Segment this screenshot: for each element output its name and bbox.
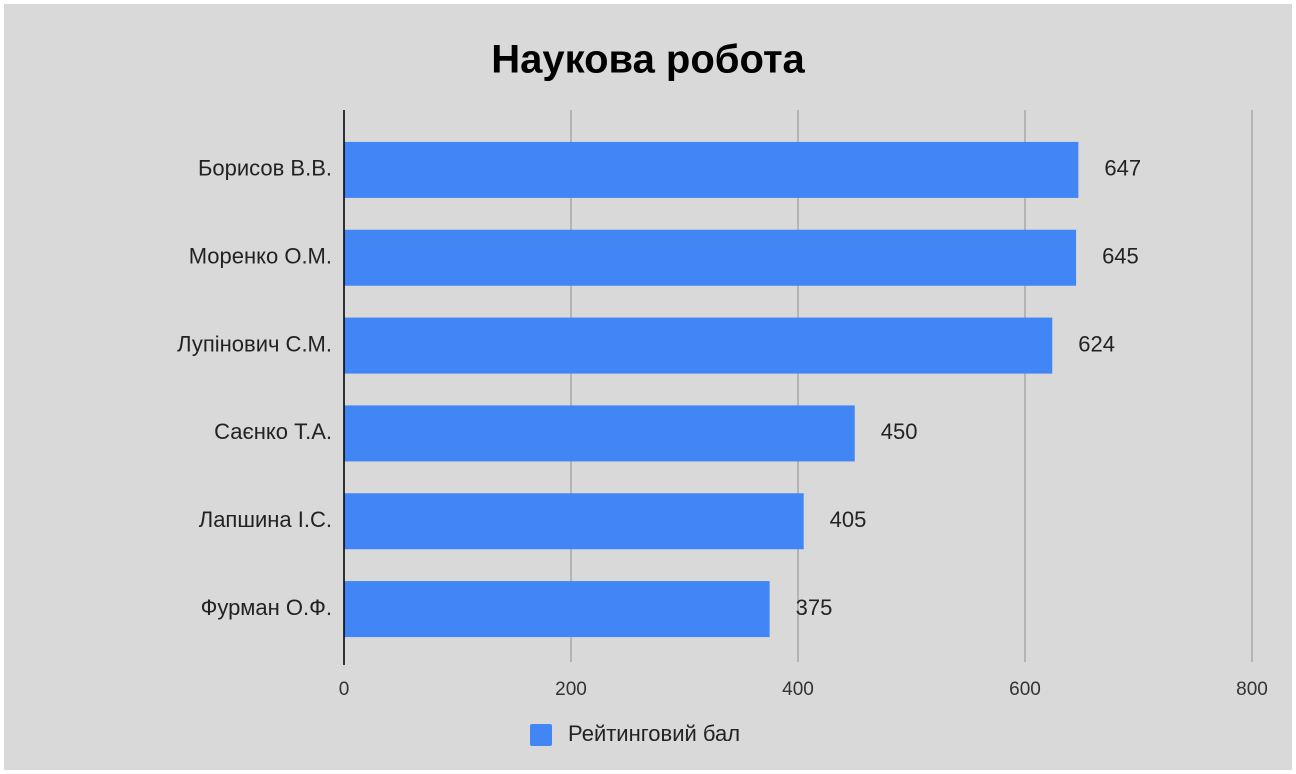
chart-title: Наукова робота	[491, 38, 805, 82]
y-tick-label: Лапшина І.С.	[199, 507, 332, 532]
x-tick-label: 600	[1009, 679, 1041, 700]
y-tick-label: Борисов В.В.	[198, 156, 332, 181]
data-label: 375	[796, 595, 833, 620]
bar	[344, 405, 855, 462]
x-tick-label: 400	[782, 679, 814, 700]
data-label: 647	[1104, 156, 1141, 181]
y-tick-label: Моренко О.М.	[189, 244, 332, 269]
bar	[344, 141, 1079, 198]
data-label: 645	[1102, 244, 1139, 269]
bar	[344, 493, 804, 550]
y-tick-label: Саєнко Т.А.	[214, 419, 332, 444]
x-tick-label: 800	[1236, 679, 1268, 700]
y-tick-label: Лупінович С.М.	[177, 331, 332, 356]
data-label: 450	[881, 419, 918, 444]
y-tick-label: Фурман О.Ф.	[201, 595, 332, 620]
bar	[344, 581, 770, 638]
data-label: 405	[830, 507, 867, 532]
x-tick-label: 200	[555, 679, 587, 700]
legend-swatch	[530, 724, 552, 746]
bar	[344, 229, 1077, 286]
legend-label: Рейтинговий бал	[568, 721, 740, 746]
bar	[344, 317, 1053, 374]
x-tick-label: 0	[339, 679, 350, 700]
background	[4, 4, 1292, 770]
data-label: 624	[1078, 331, 1115, 356]
